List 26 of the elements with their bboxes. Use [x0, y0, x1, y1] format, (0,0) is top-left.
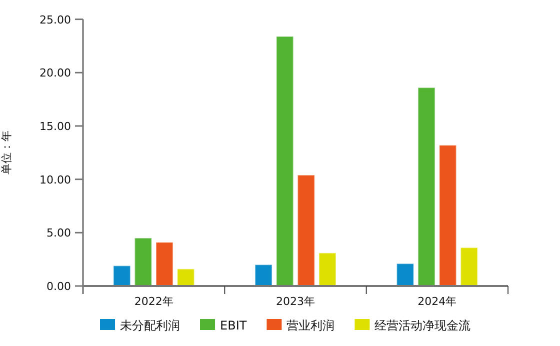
bar [112, 265, 131, 286]
y-axis-title: 单位：年 [0, 130, 13, 175]
legend-label: 营业利润 [286, 318, 335, 332]
bar [396, 263, 414, 286]
y-tick-label: 0.00 [46, 280, 71, 293]
bar [176, 268, 195, 286]
bar [254, 264, 273, 286]
bar [418, 87, 436, 286]
y-tick-label: 20.00 [40, 66, 71, 80]
legend-label: 未分配利润 [120, 318, 180, 332]
y-tick-label: 10.00 [40, 173, 71, 186]
y-tick-label: 15.00 [40, 120, 71, 133]
y-tick-label: 5.00 [46, 226, 71, 240]
bar [297, 174, 316, 286]
bar [438, 144, 457, 286]
x-tick-label: 2022年 [134, 295, 174, 308]
legend-label: EBIT [220, 318, 248, 332]
bar [134, 237, 152, 286]
x-tick-label: 2023年 [276, 295, 315, 308]
x-tick-label: 2024年 [418, 295, 457, 308]
bar [460, 247, 478, 286]
bar [155, 242, 174, 286]
y-tick-label: 25.00 [40, 13, 71, 26]
bar [318, 252, 336, 286]
legend-label: 经营活动净现金流 [374, 318, 471, 332]
bar [276, 36, 294, 286]
